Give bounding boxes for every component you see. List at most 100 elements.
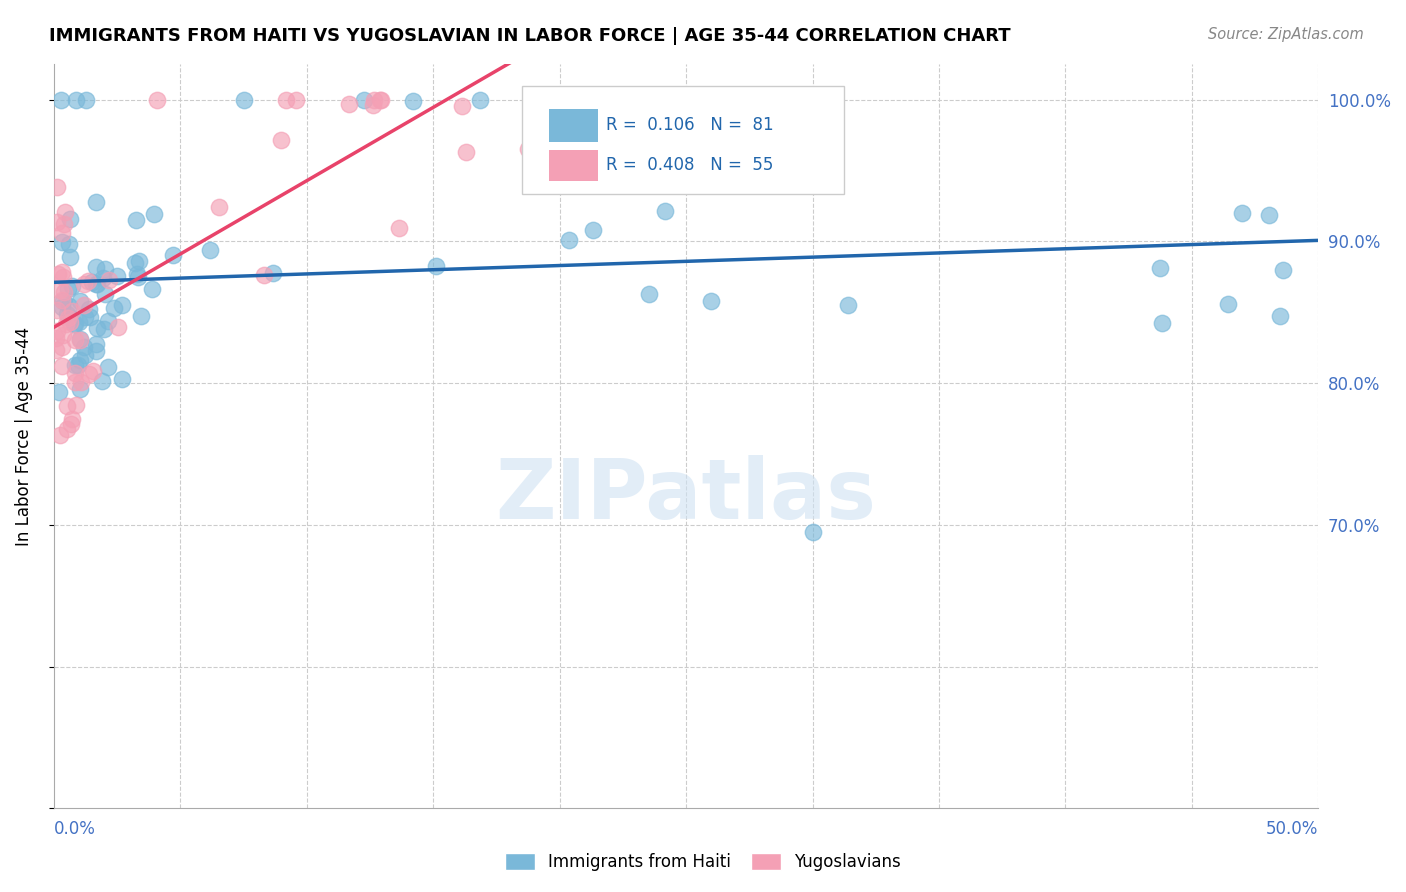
- FancyBboxPatch shape: [550, 109, 598, 142]
- Point: [1230, 206, 1253, 220]
- Point: [49, 93, 72, 107]
- Point: [59, 212, 82, 227]
- Point: [388, 221, 411, 235]
- Point: [86, 195, 108, 210]
- Point: [451, 99, 474, 113]
- Point: [84, 344, 107, 359]
- Point: [46, 267, 69, 281]
- Point: [60, 304, 83, 318]
- Point: [94, 287, 117, 301]
- Point: [60, 412, 83, 426]
- Point: [51, 359, 73, 374]
- Point: [111, 372, 134, 386]
- Point: [654, 203, 676, 218]
- Point: [45, 180, 67, 194]
- Point: [56, 399, 79, 413]
- Point: [77, 274, 100, 288]
- Point: [468, 93, 491, 107]
- Point: [46, 215, 69, 229]
- Point: [69, 353, 91, 368]
- Point: [59, 250, 82, 264]
- Text: Source: ZipAtlas.com: Source: ZipAtlas.com: [1208, 27, 1364, 42]
- Point: [53, 205, 76, 219]
- Point: [77, 367, 100, 381]
- Point: [63, 366, 86, 380]
- Point: [86, 277, 108, 292]
- Point: [60, 417, 83, 431]
- Point: [60, 279, 83, 293]
- Point: [565, 95, 588, 109]
- Point: [284, 93, 307, 107]
- Point: [82, 364, 104, 378]
- Point: [63, 376, 86, 390]
- Point: [56, 307, 79, 321]
- Point: [262, 266, 284, 280]
- Point: [270, 133, 292, 147]
- Point: [51, 265, 73, 279]
- Point: [58, 236, 80, 251]
- Point: [91, 374, 114, 388]
- Point: [208, 200, 231, 214]
- Point: [69, 333, 91, 347]
- Point: [128, 253, 150, 268]
- Point: [56, 282, 79, 296]
- Point: [63, 318, 86, 332]
- Point: [73, 340, 96, 354]
- Point: [339, 97, 361, 112]
- Point: [127, 270, 149, 285]
- Point: [52, 327, 75, 342]
- Point: [669, 98, 692, 112]
- Point: [142, 207, 165, 221]
- Point: [55, 317, 77, 331]
- Point: [107, 319, 129, 334]
- Point: [97, 313, 120, 327]
- Point: [558, 234, 581, 248]
- Point: [86, 277, 108, 291]
- Y-axis label: In Labor Force | Age 35-44: In Labor Force | Age 35-44: [15, 326, 32, 546]
- Point: [91, 270, 114, 285]
- Point: [517, 142, 540, 156]
- Point: [63, 318, 86, 332]
- Point: [1258, 208, 1281, 222]
- Point: [401, 94, 423, 108]
- Point: [370, 93, 392, 107]
- Point: [93, 322, 115, 336]
- Point: [45, 331, 67, 345]
- Point: [124, 255, 146, 269]
- Point: [48, 385, 70, 400]
- Point: [79, 310, 101, 324]
- Point: [801, 524, 824, 539]
- Point: [52, 293, 75, 308]
- FancyBboxPatch shape: [550, 150, 598, 181]
- Point: [363, 93, 385, 107]
- Point: [638, 286, 661, 301]
- Point: [69, 333, 91, 347]
- Point: [56, 311, 79, 326]
- Point: [425, 260, 447, 274]
- Point: [837, 298, 859, 312]
- Point: [103, 301, 125, 315]
- Point: [1216, 297, 1239, 311]
- Point: [73, 277, 96, 291]
- Point: [48, 284, 70, 298]
- Point: [45, 343, 67, 358]
- Point: [67, 315, 90, 329]
- Point: [59, 315, 82, 329]
- Point: [141, 282, 163, 296]
- Point: [1268, 309, 1291, 323]
- Point: [200, 243, 222, 257]
- Text: 0.0%: 0.0%: [53, 820, 96, 838]
- Point: [52, 270, 75, 285]
- Point: [232, 93, 254, 107]
- Point: [97, 359, 120, 374]
- Legend: Immigrants from Haiti, Yugoslavians: Immigrants from Haiti, Yugoslavians: [496, 845, 910, 880]
- Point: [146, 93, 169, 107]
- Point: [59, 310, 82, 325]
- Point: [127, 267, 149, 281]
- Point: [46, 324, 69, 338]
- Point: [1271, 263, 1294, 277]
- Point: [65, 333, 87, 347]
- Point: [53, 285, 76, 300]
- Point: [69, 383, 91, 397]
- Point: [582, 223, 605, 237]
